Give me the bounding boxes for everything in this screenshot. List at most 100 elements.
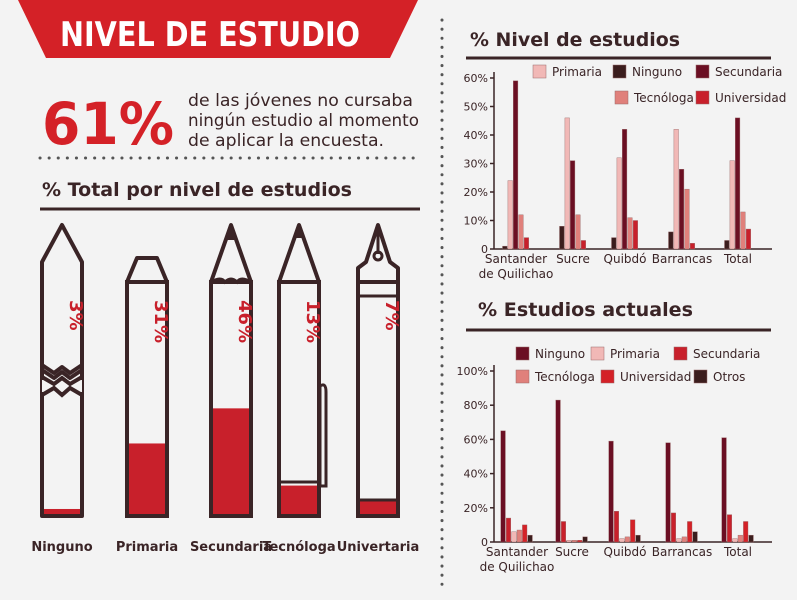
legend-label: Secundaria: [715, 65, 782, 79]
pencil-fountain-pen: 7% Univertaria: [337, 223, 420, 555]
bar-tecnóloga: [684, 188, 690, 250]
legend-label: Primaria: [610, 347, 660, 361]
bar-tecnóloga: [516, 529, 522, 543]
bar-tecnóloga: [518, 214, 524, 250]
legend-label: Ninguno: [535, 347, 585, 361]
bar-primaria: [619, 538, 625, 543]
fountain-pen-body-outline: [356, 280, 400, 518]
bar-primaria: [732, 538, 738, 543]
y-tick-label: 20%: [464, 502, 488, 515]
y-tick-label: 60%: [464, 72, 488, 85]
pencil-body-outline: [125, 280, 169, 518]
bar-tecnóloga: [627, 217, 633, 250]
bar-primaria: [507, 180, 513, 250]
headline-line-1: de las jóvenes no cursaba: [188, 91, 413, 111]
pencil-fill-bar: [127, 443, 167, 516]
bar-ninguno: [724, 240, 730, 250]
broken-pencil-upper-outline: [40, 223, 84, 380]
legend-label: Otros: [713, 370, 745, 384]
bar-tecnóloga: [575, 214, 581, 250]
bar-universidad: [630, 519, 636, 543]
headline-percent: 61%: [42, 90, 174, 158]
pencil-lead: [224, 225, 238, 240]
legend-swatch: [590, 346, 605, 361]
pencil-bars: 3% Ninguno 31% Primaria 46% Secundaria 13% Tecn…: [31, 223, 420, 555]
pencil-top: [125, 256, 169, 284]
pencil-pencil: 31% Primaria: [116, 256, 178, 555]
bar-universidad: [687, 521, 693, 543]
y-tick-label: 0: [481, 243, 488, 256]
x-tick-label: Santander: [485, 252, 547, 266]
pencil-fill-bar: [42, 508, 82, 516]
bar-secundaria: [671, 512, 677, 543]
legend-swatch: [673, 346, 688, 361]
legend-swatch: [515, 346, 530, 361]
x-tick-label: Total: [723, 545, 752, 559]
y-tick-label: 50%: [464, 101, 488, 114]
bar-universidad: [743, 521, 749, 543]
legend-swatch: [532, 64, 547, 79]
bar-otros: [692, 531, 698, 543]
y-tick-label: 20%: [464, 186, 488, 199]
bar-ninguno: [665, 442, 671, 543]
bar-secundaria: [513, 80, 519, 250]
bar-secundaria: [735, 117, 741, 250]
nib-hole: [372, 250, 384, 262]
bar-primaria: [566, 540, 572, 543]
pencil-wood-edge: [210, 277, 252, 285]
x-tick-label: Total: [723, 252, 752, 266]
bar-tecnóloga: [571, 540, 577, 543]
pencil-category-label: Tecnóloga: [262, 540, 335, 555]
bar-secundaria: [679, 168, 685, 250]
pencil-sharpened-pencil: 46% Secundaria: [190, 223, 272, 555]
x-tick-label: de Quilichao: [479, 267, 554, 281]
break-line-upper: [40, 375, 84, 387]
legend-swatch: [693, 369, 708, 384]
y-tick-label: 80%: [464, 399, 488, 412]
y-tick-label: 0: [481, 536, 488, 549]
legend-swatch: [600, 369, 615, 384]
x-tick-label: Quibdó: [604, 545, 647, 559]
pencil-pen: 13% Tecnóloga: [262, 223, 336, 555]
legend-label: Universidad: [715, 91, 786, 105]
bar-tecnóloga: [624, 536, 630, 543]
y-tick-label: 40%: [464, 468, 488, 481]
bar-secundaria: [622, 129, 628, 250]
legend-swatch: [695, 90, 710, 105]
x-tick-label: Barrancas: [652, 252, 712, 266]
pen-tip: [293, 225, 305, 238]
x-tick-label: de Quilichao: [480, 560, 555, 574]
legend-label: Ninguno: [632, 65, 682, 79]
pencil-value-label: 7%: [381, 300, 402, 331]
bar-primaria: [564, 117, 570, 250]
bar-primaria: [673, 129, 679, 250]
pencil-broken-pencil: 3% Ninguno: [31, 223, 93, 555]
pencil-fill-bar: [279, 485, 319, 516]
bar-ninguno: [721, 437, 727, 543]
fountain-pen-nib: [356, 223, 400, 282]
break-line-lower: [40, 385, 84, 398]
y-tick-label: 10%: [464, 215, 488, 228]
bar-tecnóloga: [681, 536, 687, 543]
bar-ninguno: [668, 231, 674, 250]
bar-otros: [635, 534, 641, 543]
bar-ninguno: [611, 237, 617, 250]
bar-primaria: [729, 160, 735, 250]
bar-otros: [527, 534, 533, 543]
pencil-category-label: Univertaria: [337, 540, 420, 555]
x-tick-label: Santander: [486, 545, 548, 559]
bar-otros: [748, 534, 754, 543]
legend-swatch: [614, 90, 629, 105]
legend-swatch: [612, 64, 627, 79]
bar-secundaria: [561, 521, 567, 543]
bar-universidad: [689, 243, 695, 250]
bar-ninguno: [555, 399, 561, 543]
bar-secundaria: [727, 514, 733, 543]
y-tick-label: 40%: [464, 129, 488, 142]
levels-chart-title: % Nivel de estudios: [470, 29, 680, 51]
headline-line-2: ningún estudio al momento: [188, 111, 419, 131]
legend-label: Primaria: [552, 65, 602, 79]
legend-label: Tecnóloga: [633, 91, 694, 105]
